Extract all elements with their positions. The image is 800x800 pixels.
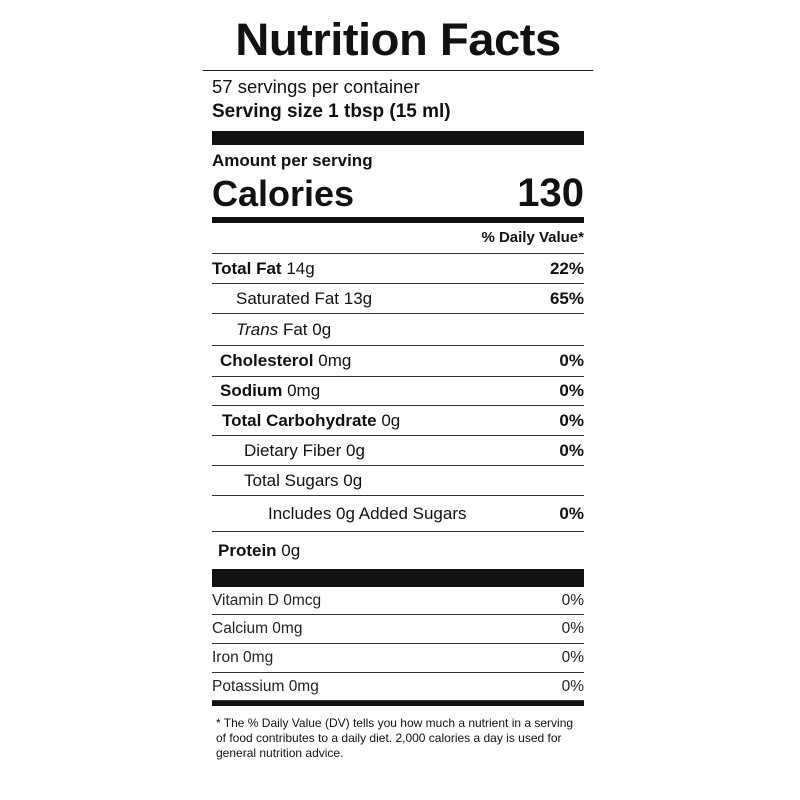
nutrient-name: Dietary Fiber xyxy=(244,440,342,460)
nutrient-row: Total Carbohydrate 0g 0% xyxy=(212,406,584,436)
nutrient-name: Total Sugars xyxy=(244,470,339,490)
nutrient-row: Protein 0g xyxy=(212,532,584,569)
nutrient-name: Fat xyxy=(282,319,308,339)
nutrient-name: Sodium xyxy=(220,381,283,400)
vitamin-dv: 0% xyxy=(561,677,584,695)
thick-bar xyxy=(212,217,584,223)
vitamin-amount: 0mg xyxy=(272,620,303,637)
vitamin-amount: 0mcg xyxy=(283,591,322,609)
vitamin-amount: 0mg xyxy=(288,677,319,695)
footnote: * The % Daily Value (DV) tells you how m… xyxy=(216,716,574,760)
nutrient-amount: 14g xyxy=(286,258,315,278)
thick-bar xyxy=(212,569,584,587)
vitamin-name: Iron xyxy=(212,649,239,666)
nutrient-name: Total Fat xyxy=(212,258,282,278)
vitamin-name: Vitamin D xyxy=(212,591,279,609)
vitamin-text: Calcium 0mg xyxy=(212,620,302,638)
nutrient-name: Total Carbohydrate xyxy=(222,410,377,430)
nutrient-row: Trans Fat 0g xyxy=(212,314,584,346)
vitamin-row: Vitamin D 0mcg 0% xyxy=(212,587,584,615)
vitamin-row: Calcium 0mg 0% xyxy=(212,615,584,644)
nutrient-row: Total Fat 14g 22% xyxy=(212,254,584,284)
nutrient-amount: 0g xyxy=(346,440,365,460)
nutrient-dv: 0% xyxy=(559,381,584,400)
vitamin-dv: 0% xyxy=(561,591,584,609)
nutrient-name: Saturated Fat xyxy=(236,288,340,308)
calories-value: 130 xyxy=(517,171,584,215)
thick-bar xyxy=(212,701,584,706)
nutrient-row: Saturated Fat 13g 65% xyxy=(212,284,584,314)
nutrient-dv: 0% xyxy=(559,351,584,370)
nutrient-amount: 13g xyxy=(343,288,373,308)
nutrient-prefix: Trans xyxy=(236,319,279,339)
vitamin-text: Potassium 0mg xyxy=(212,678,319,696)
daily-value-header: % Daily Value* xyxy=(212,223,584,254)
calories-row: Calories 130 xyxy=(212,171,584,217)
vitamin-text: Iron 0mg xyxy=(212,649,273,667)
serving-size: Serving size 1 tbsp (15 ml) xyxy=(212,101,451,122)
nutrient-dv: 0% xyxy=(559,410,584,430)
nutrient-row: Cholesterol 0mg 0% xyxy=(212,346,584,377)
nutrient-name: Includes 0g Added Sugars xyxy=(268,503,467,523)
calories-label: Calories xyxy=(212,173,355,214)
nutrient-amount: 0mg xyxy=(287,381,321,400)
nutrient-dv: 22% xyxy=(549,258,584,278)
nutrient-dv: 0% xyxy=(559,440,584,460)
nutrient-row: Sodium 0mg 0% xyxy=(212,377,584,406)
nutrient-amount: 0g xyxy=(281,540,301,560)
thick-bar xyxy=(212,131,584,145)
vitamin-text: Vitamin D 0mcg xyxy=(212,592,321,610)
nutrient-name: Cholesterol xyxy=(220,351,314,370)
nutrient-row: Dietary Fiber 0g 0% xyxy=(212,436,584,466)
nutrient-amount: 0g xyxy=(312,319,332,339)
nutrient-dv: 0% xyxy=(559,503,584,523)
nutrient-amount: 0g xyxy=(381,410,401,430)
nutrient-name: Protein xyxy=(218,540,277,560)
nutrient-dv: 65% xyxy=(549,288,584,308)
nutrition-label: Nutrition Facts 57 servings per containe… xyxy=(202,14,594,761)
vitamin-name: Potassium xyxy=(212,677,285,695)
nutrient-row: Total Sugars 0g xyxy=(212,466,584,496)
title: Nutrition Facts xyxy=(202,14,594,71)
nutrient-amount: 0g xyxy=(343,470,363,490)
vitamin-row: Potassium 0mg 0% xyxy=(212,673,584,701)
vitamin-row: Iron 0mg 0% xyxy=(212,644,584,673)
vitamin-name: Calcium xyxy=(212,620,268,637)
vitamin-dv: 0% xyxy=(561,649,584,666)
vitamin-amount: 0mg xyxy=(243,649,274,666)
nutrient-amount: 0mg xyxy=(318,351,352,370)
vitamin-dv: 0% xyxy=(561,620,584,637)
servings: 57 servings per container xyxy=(212,76,420,97)
nutrient-row: Includes 0g Added Sugars 0% xyxy=(212,496,584,532)
amount-per-serving: Amount per serving xyxy=(212,151,373,170)
